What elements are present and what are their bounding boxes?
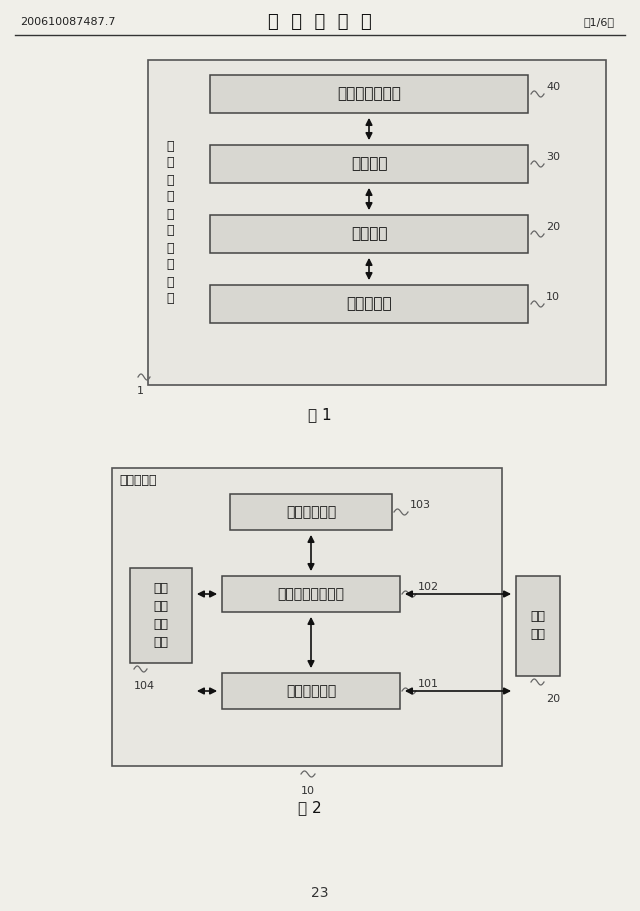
Text: 40: 40 [546,82,560,92]
Text: 脚本语言解析模块: 脚本语言解析模块 [278,587,344,601]
Text: 200610087487.7: 200610087487.7 [20,17,115,27]
Text: 104: 104 [134,681,155,691]
Text: 23: 23 [311,886,329,900]
FancyBboxPatch shape [210,75,528,113]
FancyBboxPatch shape [130,568,192,663]
FancyBboxPatch shape [230,494,392,530]
Text: 10: 10 [301,786,315,796]
Text: 用户界面模块: 用户界面模块 [286,505,336,519]
FancyBboxPatch shape [210,285,528,323]
Text: 说  明  书  附  图: 说 明 书 附 图 [268,13,372,31]
Text: 手
机
地
图
移
动
终
端
平
台: 手 机 地 图 移 动 终 端 平 台 [166,139,173,305]
Text: 地图浏览器: 地图浏览器 [346,296,392,312]
Text: 图 1: 图 1 [308,407,332,423]
FancyBboxPatch shape [148,60,606,385]
Text: 数据处理模块: 数据处理模块 [286,684,336,698]
Text: 102: 102 [418,582,439,592]
Text: 第1/6页: 第1/6页 [584,17,615,27]
Text: 地图浏览器: 地图浏览器 [119,475,157,487]
Text: 业务
逻辑
处理
模块: 业务 逻辑 处理 模块 [154,582,168,649]
FancyBboxPatch shape [210,215,528,253]
FancyBboxPatch shape [112,468,502,766]
Text: 20: 20 [546,222,560,232]
Text: 图 2: 图 2 [298,801,322,815]
FancyBboxPatch shape [222,673,400,709]
Text: 101: 101 [418,679,439,689]
Text: 本地地图数据库: 本地地图数据库 [337,87,401,101]
Text: 接口模块: 接口模块 [351,227,387,241]
FancyBboxPatch shape [516,576,560,676]
Text: 103: 103 [410,500,431,510]
Text: 20: 20 [546,694,560,704]
Text: 接口
模块: 接口 模块 [531,610,545,641]
FancyBboxPatch shape [222,576,400,612]
FancyBboxPatch shape [210,145,528,183]
Text: 1: 1 [136,386,143,396]
Text: 30: 30 [546,152,560,162]
Text: 10: 10 [546,292,560,302]
Text: 地图引擎: 地图引擎 [351,157,387,171]
